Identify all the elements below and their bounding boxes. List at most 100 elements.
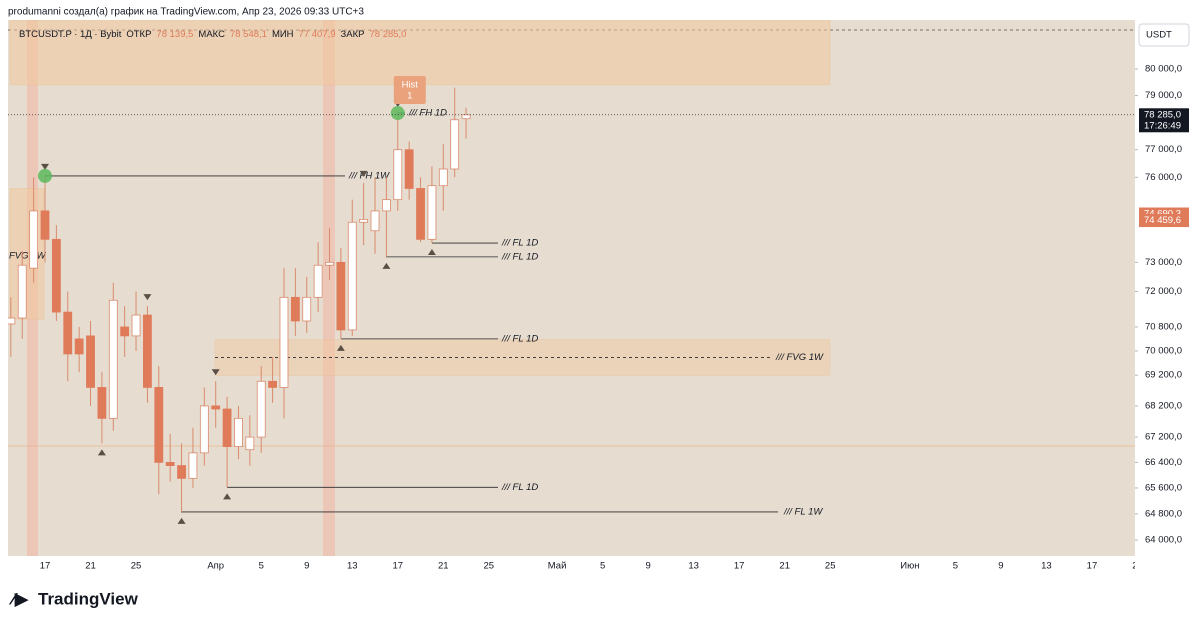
candle-body: [416, 188, 425, 240]
x-tick-label: 25: [484, 561, 495, 572]
y-tick-label: 72 000,0: [1145, 286, 1182, 297]
x-tick-label: 17: [392, 561, 403, 572]
swing-marker: [427, 249, 436, 256]
candle-body: [222, 408, 232, 447]
x-tick-label: 9: [645, 561, 650, 572]
level-label: /// FL 1D: [501, 482, 538, 493]
legend-item-name: ОТКР: [126, 29, 151, 40]
x-tick-label: 9: [304, 561, 309, 572]
x-tick-label: Май: [548, 561, 567, 572]
candle-body: [256, 380, 266, 438]
candle-body: [313, 264, 323, 298]
y-tick-label: 64 000,0: [1145, 535, 1182, 546]
time-axis: [8, 556, 1135, 576]
signal-dot: [38, 168, 52, 183]
y-tick-label: 76 000,0: [1145, 172, 1182, 183]
x-tick-label: 17: [734, 561, 745, 572]
price-label: 78 285,0: [1144, 109, 1181, 120]
footer-logo: TradingView: [38, 589, 139, 608]
candle-body: [143, 314, 152, 388]
candle-body: [450, 119, 460, 170]
swing-marker: [336, 344, 345, 351]
level-label: /// FL 1D: [501, 333, 538, 344]
candle-body: [131, 314, 141, 337]
legend-item-name: МАКС: [198, 29, 225, 40]
x-tick-label: 13: [347, 561, 358, 572]
level-label: /// FH 1W: [348, 170, 390, 181]
candle-body: [40, 210, 50, 240]
signal-dot: [390, 106, 405, 121]
candle-body: [325, 261, 334, 266]
candle-body: [86, 335, 95, 388]
x-tick-label: 5: [600, 561, 605, 572]
legend-item-name: ЗАКР: [341, 29, 365, 40]
x-tick-label: 17: [1087, 561, 1098, 572]
y-tick-label: 65 600,0: [1145, 482, 1182, 493]
y-tick-label: 79 000,0: [1145, 90, 1182, 101]
price-label-time: 17:26:49: [1144, 120, 1181, 131]
price-label-bg: [1139, 214, 1189, 228]
swing-marker: [177, 517, 186, 524]
price-label-bg: [1139, 108, 1189, 133]
swing-marker: [359, 170, 368, 177]
candle-body: [188, 452, 198, 479]
zone-label: FVG 1W: [9, 250, 46, 261]
chart-background: [8, 20, 1192, 576]
plot: FVG 1W 17 21 25 Апр 5 9 13 17 21 25 Май 5 9 13 17 21 25 Ию…: [8, 20, 1143, 572]
x-tick-label: 21: [779, 561, 790, 572]
price-label: 74 459,6: [1144, 215, 1181, 226]
swing-marker: [211, 369, 220, 376]
candle-body: [51, 238, 61, 313]
x-tick-label: Июн: [900, 561, 919, 572]
x-tick-label: 21: [438, 561, 449, 572]
candle-body: [427, 185, 437, 240]
candle-body: [154, 387, 164, 463]
candle-body: [165, 461, 175, 466]
candle-body: [211, 405, 221, 410]
candle-body: [381, 199, 391, 212]
candle-body: [393, 149, 403, 201]
candle-body: [29, 210, 39, 269]
hist-count: 1: [407, 91, 412, 102]
plot-layer: FVG 1W 17 21 25 Апр 5 9 13 17 21 25 Май 5 9 13 17 21 25 Ию…: [8, 20, 1189, 572]
zone: [9, 188, 45, 320]
y-tick-label: 67 200,0: [1145, 432, 1182, 443]
legend-item-value: 78 139,5: [156, 29, 193, 40]
legend: BTCUSDT.P · 1Д · Bybit ОТКР 78 139,5 МАКС 78…: [19, 29, 406, 40]
legend-item-value: 78 285,0: [369, 29, 406, 40]
zone: [9, 20, 831, 86]
legend-item-value: 77 407,9: [299, 29, 336, 40]
level-label: /// FL 1D: [501, 238, 538, 249]
legend-symbol: BTCUSDT.P · 1Д · Bybit: [19, 29, 122, 40]
x-tick-label: 25: [825, 561, 836, 572]
x-tick-label: 13: [1041, 561, 1052, 572]
candle-body: [17, 264, 27, 319]
candle-body: [120, 326, 130, 337]
candle-body: [97, 387, 107, 419]
y-tick-label: 64 800,0: [1145, 508, 1182, 519]
candle-body: [370, 210, 380, 232]
swing-marker: [223, 493, 232, 500]
candle-body: [108, 299, 118, 419]
y-tick-label: 73 000,0: [1145, 257, 1182, 268]
candle-body: [404, 149, 414, 189]
y-tick-label: 70 800,0: [1145, 321, 1182, 332]
x-tick-label: 5: [953, 561, 958, 572]
x-tick-label: 9: [998, 561, 1003, 572]
price-label: 74 690,3: [1144, 209, 1181, 220]
session-band: [323, 20, 335, 556]
candle-body: [347, 221, 357, 331]
legend-item-value: 78 548,1: [230, 29, 267, 40]
x-tick-label: 21: [1132, 561, 1143, 572]
y-tick-label: 66 400,0: [1145, 457, 1182, 468]
x-tick-label: 25: [131, 561, 142, 572]
level-label: /// FL 1D: [501, 251, 538, 262]
currency: USDT: [1146, 30, 1172, 41]
candle-body: [461, 114, 471, 120]
y-tick-label: 69 200,0: [1145, 370, 1182, 381]
legend-item-name: МИН: [272, 29, 294, 40]
currency-button[interactable]: [1138, 23, 1190, 47]
candle-body: [74, 338, 84, 355]
x-tick-label: 17: [40, 561, 51, 572]
